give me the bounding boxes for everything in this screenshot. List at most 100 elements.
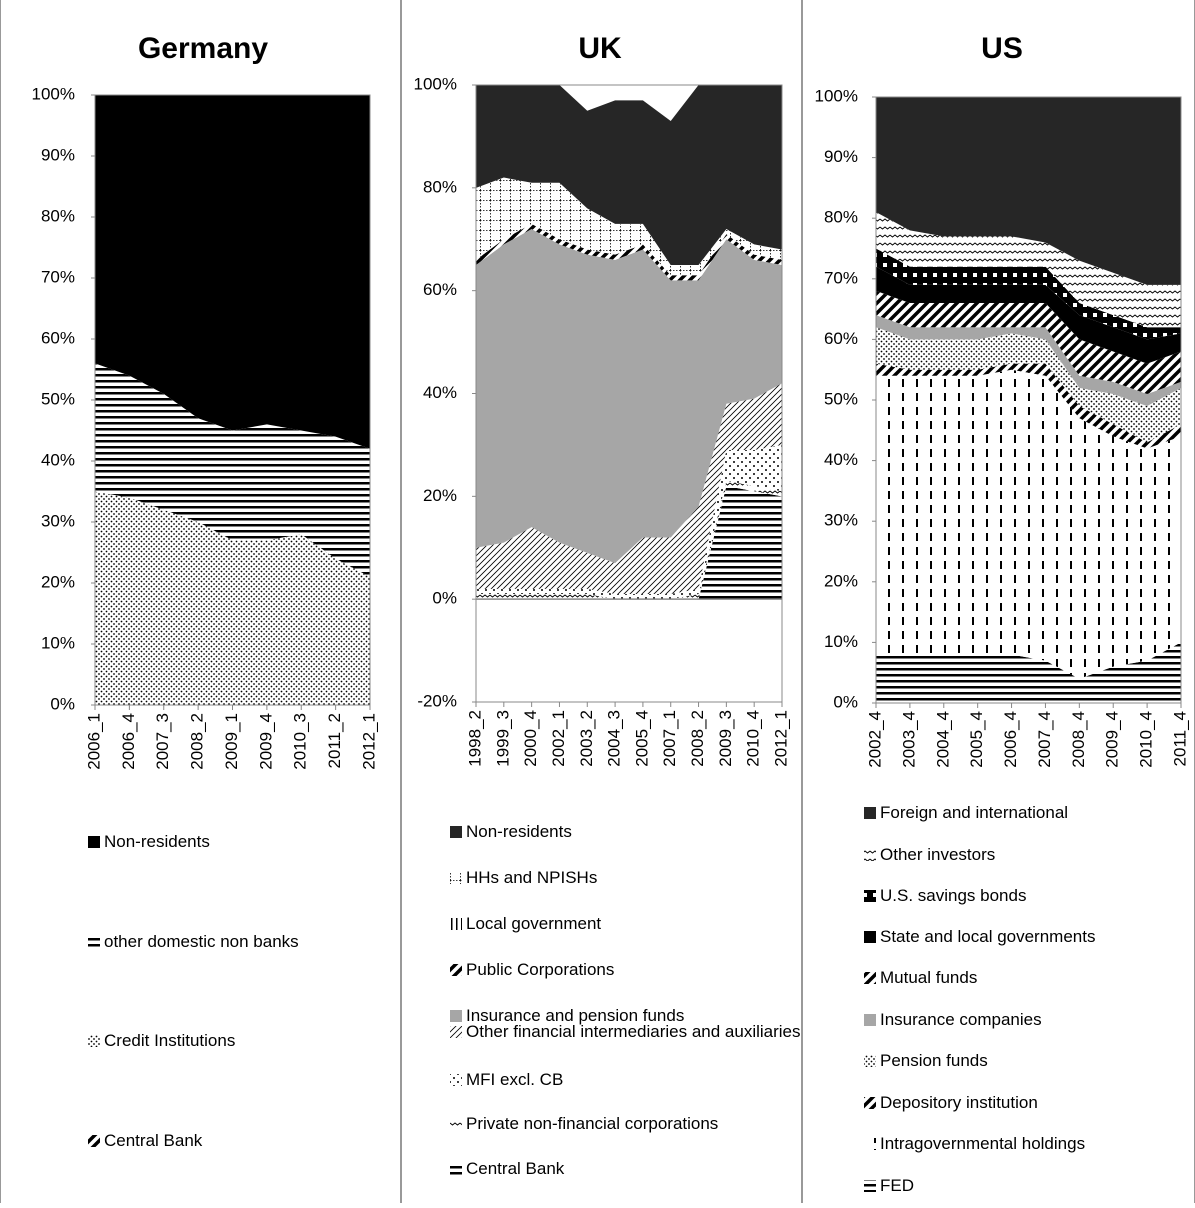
x-tick-label: 2009_3 xyxy=(716,710,735,767)
legend-entry: Pension funds xyxy=(880,1051,988,1070)
legend-swatch xyxy=(864,1180,876,1192)
y-tick-label: 40% xyxy=(824,450,858,469)
y-tick-label: 90% xyxy=(824,147,858,166)
area xyxy=(876,97,1181,285)
y-tick-label: 20% xyxy=(423,486,457,505)
legend-label: Other financial intermediaries and auxil… xyxy=(466,1022,801,1041)
legend-label: U.S. savings bonds xyxy=(880,886,1027,905)
legend-entry: other domestic non banks xyxy=(104,932,299,951)
x-tick-label: 2007_3 xyxy=(153,713,172,770)
legend-swatch xyxy=(450,918,462,930)
x-tick-label: 2003_2 xyxy=(577,710,596,767)
y-tick-label: 60% xyxy=(423,280,457,299)
area xyxy=(876,642,1181,703)
area xyxy=(476,444,782,600)
legend-label: Credit Institutions xyxy=(104,1031,236,1050)
legend-label: Central Bank xyxy=(104,1131,203,1150)
y-tick-label: 40% xyxy=(423,383,457,402)
area xyxy=(876,266,1181,364)
legend-swatch xyxy=(450,872,462,884)
legend-entry: Depository institution xyxy=(880,1093,1038,1112)
legend-label: State and local governments xyxy=(880,927,1096,946)
x-tick-label: 2000_4 xyxy=(521,710,540,767)
x-tick-label: 2009_1 xyxy=(222,713,241,770)
x-tick-label: 2005_4 xyxy=(632,710,651,767)
y-tick-label: 10% xyxy=(824,632,858,651)
legend-label: Insurance and pension funds xyxy=(466,1006,685,1025)
y-tick-label: 70% xyxy=(824,268,858,287)
area xyxy=(876,290,1181,394)
x-tick-label: 2006_4 xyxy=(1001,711,1020,768)
legend-entry: Non-residents xyxy=(466,822,572,841)
area xyxy=(876,327,1181,443)
legend-swatch xyxy=(450,1163,462,1175)
y-tick-label: 0% xyxy=(50,694,75,713)
area xyxy=(476,228,782,564)
legend-swatch xyxy=(864,1097,876,1109)
y-tick-label: 80% xyxy=(824,208,858,227)
legend-swatch xyxy=(864,1055,876,1067)
legend-entry: Public Corporations xyxy=(466,960,615,979)
y-tick-label: 0% xyxy=(432,589,457,608)
legend-swatch xyxy=(864,849,876,861)
x-tick-label: 2012_1 xyxy=(771,710,790,767)
y-tick-label: 100% xyxy=(815,86,858,105)
y-tick-label: 10% xyxy=(41,633,75,652)
legend-label: Intragovernmental holdings xyxy=(880,1134,1086,1153)
legend-entry: Insurance and pension funds xyxy=(466,1006,685,1025)
x-tick-label: 2008_4 xyxy=(1069,711,1088,768)
x-tick-label: 2008_2 xyxy=(688,710,707,767)
y-tick-label: 80% xyxy=(41,206,75,225)
legend-swatch xyxy=(88,836,100,848)
legend-label: Non-residents xyxy=(104,832,210,851)
legend-swatch xyxy=(864,931,876,943)
legend-entry: Intragovernmental holdings xyxy=(880,1134,1086,1153)
y-tick-label: 80% xyxy=(423,177,457,196)
y-tick-label: -20% xyxy=(417,691,457,710)
legend-swatch xyxy=(864,1014,876,1026)
x-tick-label: 1998_2 xyxy=(465,710,484,767)
area xyxy=(95,95,370,449)
y-tick-label: 50% xyxy=(41,389,75,408)
x-tick-label: 2007_1 xyxy=(660,710,679,767)
legend-label: Public Corporations xyxy=(466,960,615,979)
y-tick-label: 0% xyxy=(833,692,858,711)
area xyxy=(95,363,370,577)
x-tick-label: 2010_4 xyxy=(1137,711,1156,768)
area xyxy=(476,486,782,600)
legend-swatch xyxy=(864,1138,876,1150)
legend-swatch xyxy=(88,1035,100,1047)
legend-label: other domestic non banks xyxy=(104,932,299,951)
y-tick-label: 40% xyxy=(41,450,75,469)
y-tick-label: 50% xyxy=(824,389,858,408)
legend-swatch xyxy=(88,1135,100,1147)
legend-entry: Local government xyxy=(466,914,601,933)
x-tick-label: 2002_4 xyxy=(865,711,884,768)
y-tick-label: 100% xyxy=(414,74,457,93)
legend-entry: FED xyxy=(880,1176,914,1195)
legend-label: Pension funds xyxy=(880,1051,988,1070)
chart-title: UK xyxy=(578,32,622,65)
chart-title: Germany xyxy=(138,32,268,65)
area xyxy=(476,177,782,276)
x-tick-label: 2004_4 xyxy=(933,711,952,768)
legend-swatch xyxy=(864,807,876,819)
legend-entry: MFI excl. CB xyxy=(466,1070,563,1089)
area xyxy=(95,491,370,705)
y-tick-label: 20% xyxy=(824,571,858,590)
legend-swatch xyxy=(864,972,876,984)
x-tick-label: 2010_4 xyxy=(744,710,763,767)
legend-entry: Insurance companies xyxy=(880,1010,1042,1029)
area xyxy=(876,248,1181,340)
legend-label: Central Bank xyxy=(466,1159,565,1178)
y-tick-label: 60% xyxy=(824,329,858,348)
legend-label: Other investors xyxy=(880,845,996,864)
y-tick-label: 30% xyxy=(824,511,858,530)
legend-entry: Central Bank xyxy=(466,1159,565,1178)
area xyxy=(476,85,782,265)
x-tick-label: 2003_4 xyxy=(899,711,918,768)
legend-label: Insurance companies xyxy=(880,1010,1042,1029)
y-tick-label: 70% xyxy=(41,267,75,286)
plot-frame xyxy=(875,96,1182,704)
area xyxy=(476,480,782,600)
